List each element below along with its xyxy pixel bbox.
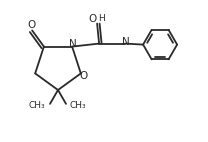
- Text: CH₃: CH₃: [28, 101, 45, 110]
- Text: N: N: [69, 39, 77, 49]
- Text: CH₃: CH₃: [70, 101, 87, 110]
- Text: N: N: [122, 37, 130, 47]
- Text: O: O: [88, 14, 96, 24]
- Text: O: O: [27, 20, 35, 30]
- Text: O: O: [80, 71, 88, 81]
- Text: H: H: [98, 14, 104, 23]
